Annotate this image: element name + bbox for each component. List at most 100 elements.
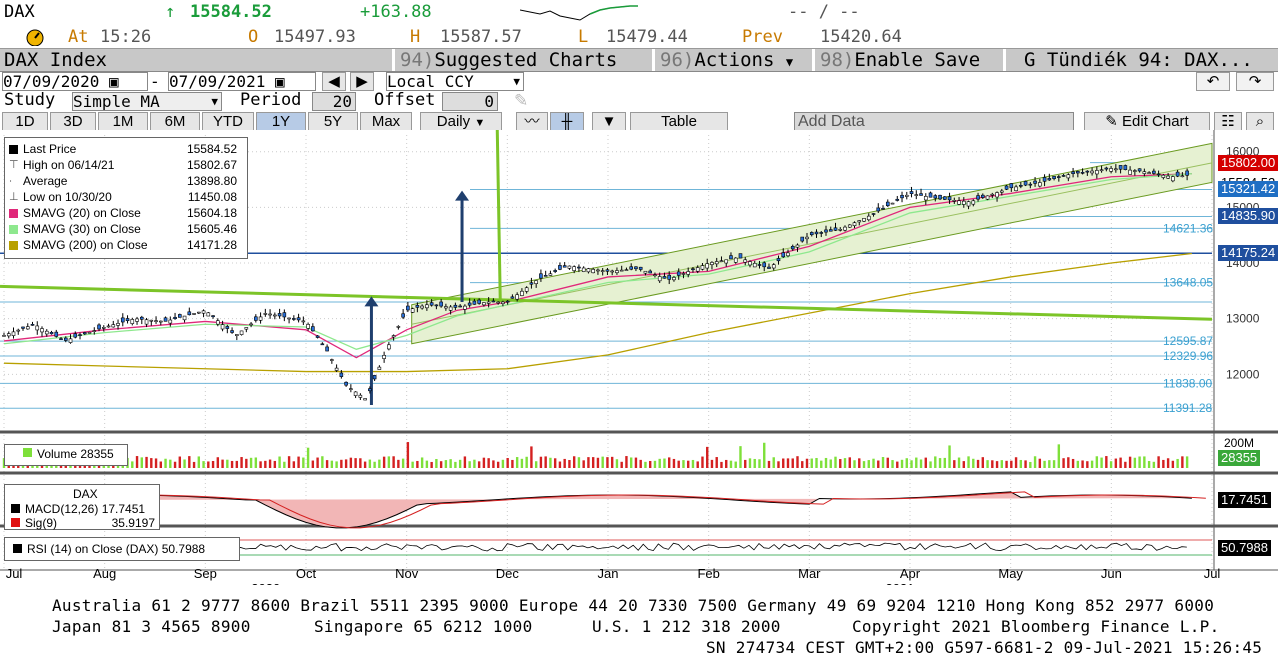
volume-bar (325, 460, 329, 468)
enable-save-button[interactable]: 98)Enable Save (820, 49, 981, 71)
period-button-6m[interactable]: 6M (150, 112, 200, 131)
date-dash: - (152, 72, 158, 91)
candle-body (800, 236, 805, 242)
candle-body (691, 268, 695, 271)
candlestick-icon[interactable]: ╫ (550, 112, 584, 131)
table-button[interactable]: Table (630, 112, 728, 131)
zoom-icon[interactable]: ⌕ (1246, 112, 1274, 131)
candle-body (158, 320, 163, 323)
volume-bar (145, 456, 148, 468)
next-range-button[interactable]: ▶ (350, 72, 374, 91)
period-button-1d[interactable]: 1D (2, 112, 48, 131)
volume-bar (468, 461, 471, 468)
volume-bar (1185, 456, 1189, 468)
frequency-select[interactable]: Daily ▼ (420, 112, 502, 131)
volume-bar (245, 458, 248, 468)
indicator-axis-box: 28355 (1218, 450, 1261, 466)
volume-bar (786, 458, 790, 468)
candle-body (21, 326, 25, 329)
candle-body (1171, 176, 1175, 182)
period-button-ytd[interactable]: YTD (202, 112, 254, 131)
settings-icon[interactable]: ☷ (1214, 112, 1242, 131)
candle-body (68, 338, 73, 343)
volume-bar (1029, 461, 1032, 468)
candle-body (263, 313, 268, 315)
offset-input[interactable]: 0 (442, 92, 498, 111)
volume-bar (297, 456, 300, 468)
volume-bar (278, 456, 281, 468)
candle-body (130, 319, 135, 324)
speedometer-icon[interactable] (25, 28, 45, 51)
candle-body (505, 300, 510, 303)
actions-button[interactable]: 96)Actions ▼ (660, 49, 794, 71)
volume-bar (439, 461, 443, 468)
volume-bar (820, 460, 823, 468)
period-button-1m[interactable]: 1M (98, 112, 148, 131)
candle-body (135, 318, 139, 322)
volume-bar (1062, 458, 1065, 468)
candle-body (101, 327, 106, 329)
candle-body (368, 388, 372, 392)
suggested-charts-button[interactable]: 94)Suggested Charts (400, 49, 618, 71)
volume-bar (962, 461, 965, 468)
volume-bar (591, 457, 595, 468)
candle-body (881, 208, 885, 210)
volume-bar (677, 460, 680, 468)
volume-bar (991, 460, 994, 468)
candle-body (1128, 169, 1132, 175)
volume-bar (1124, 461, 1127, 468)
calendar-icon[interactable]: ▣ (274, 72, 285, 91)
candle-body (353, 391, 358, 396)
volume-bar (687, 460, 690, 468)
y-tick-label: 13000 (1226, 312, 1260, 326)
add-data-input[interactable]: Add Data (794, 112, 1074, 131)
security-name[interactable]: DAX Index (4, 49, 107, 71)
line-chart-icon[interactable]: 〰 (516, 112, 548, 131)
undo-icon[interactable]: ↶ (1196, 72, 1230, 91)
candle-body (491, 300, 496, 303)
edit-chart-button[interactable]: ✎ Edit Chart (1084, 112, 1210, 131)
candle-body (895, 198, 900, 201)
sparkline (520, 5, 638, 21)
volume-bar (957, 457, 961, 468)
volume-bar (539, 456, 543, 468)
candle-body (120, 317, 125, 323)
volume-bar (658, 458, 661, 468)
date-to-input[interactable]: 07/09/2021 ▣ (168, 72, 316, 91)
volume-bar (1090, 460, 1094, 468)
candle-body (667, 274, 672, 280)
volume-bar (881, 457, 885, 468)
volume-bar (782, 458, 785, 468)
volume-bar (1033, 456, 1037, 468)
candle-body (401, 313, 405, 318)
volume-bar (506, 458, 509, 468)
date-from-input[interactable]: 07/09/2020 ▣ (2, 72, 148, 91)
chart-type-dropdown[interactable]: ▼ (592, 112, 626, 131)
price-axis-box: 14175.24 (1218, 245, 1278, 262)
candle-body (838, 228, 843, 231)
volume-bar (240, 457, 243, 468)
candle-body (539, 273, 543, 279)
candle-body (990, 193, 995, 196)
redo-icon[interactable]: ↷ (1236, 72, 1274, 91)
candle-body (1090, 170, 1094, 174)
period-input[interactable]: 20 (312, 92, 356, 111)
period-button-3d[interactable]: 3D (50, 112, 96, 131)
period-button-max[interactable]: Max (360, 112, 412, 131)
period-button-1y[interactable]: 1Y (256, 112, 306, 131)
currency-select[interactable]: Local CCY ▼ (386, 72, 524, 91)
candle-body (1009, 183, 1014, 189)
prev-range-button[interactable]: ◀ (322, 72, 346, 91)
pencil-icon[interactable]: ✎ (514, 91, 529, 110)
volume-bar (1100, 457, 1103, 468)
candle-body (444, 306, 448, 309)
candle-body (320, 343, 325, 346)
low-label: L (578, 27, 589, 47)
volume-bar (254, 457, 258, 468)
period-button-5y[interactable]: 5Y (308, 112, 358, 131)
study-select[interactable]: Simple MA ▼ (72, 92, 222, 111)
calendar-icon[interactable]: ▣ (108, 72, 119, 91)
prev-value: 15420.64 (820, 27, 902, 47)
volume-bar (976, 459, 980, 468)
footer-us: U.S. 1 212 318 2000 (592, 617, 781, 636)
